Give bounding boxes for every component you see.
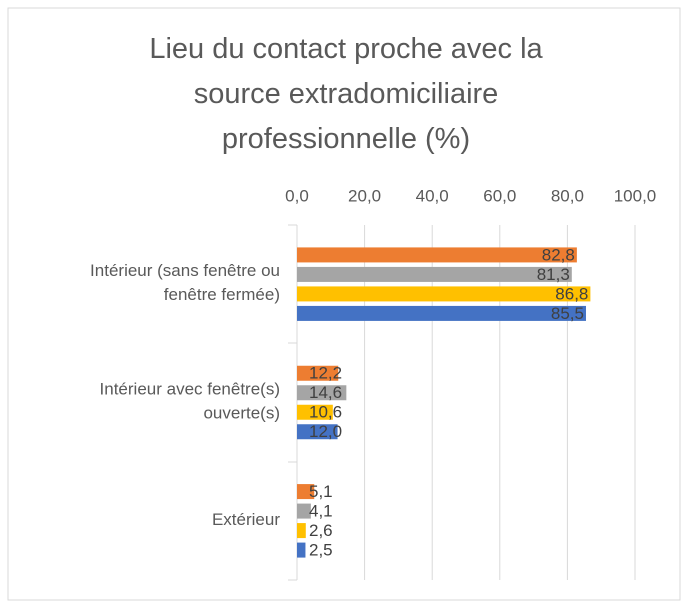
x-tick-label: 20,0 <box>348 186 381 205</box>
bar <box>297 523 306 539</box>
bar <box>297 503 311 519</box>
bar <box>297 404 333 420</box>
value-label: 5,1 <box>309 482 333 501</box>
x-tick-label: 60,0 <box>483 186 516 205</box>
x-tick-label: 80,0 <box>551 186 584 205</box>
category-label: Extérieur <box>212 510 280 529</box>
bar <box>297 286 591 302</box>
category-label: Intérieur avec fenêtre(s) ouverte(s) <box>100 380 280 423</box>
x-tick-label: 40,0 <box>416 186 449 205</box>
bar <box>297 484 315 500</box>
value-label: 12,2 <box>309 364 342 383</box>
value-label: 12,0 <box>309 422 342 441</box>
bar <box>297 365 339 381</box>
chart-title: Lieu du contact proche avec la source ext… <box>149 33 543 155</box>
value-label: 82,8 <box>542 245 575 264</box>
chart-frame <box>7 7 681 601</box>
x-tick-label: 100,0 <box>614 186 657 205</box>
bar <box>297 266 572 282</box>
bar <box>297 385 347 401</box>
bar <box>297 247 577 263</box>
category-label: Intérieur (sans fenêtre ou fenêtre fermée… <box>90 262 280 305</box>
x-tick-label: 0,0 <box>285 186 309 205</box>
bar <box>297 542 306 558</box>
value-label: 86,8 <box>555 284 588 303</box>
bar <box>297 305 586 321</box>
value-label: 2,5 <box>309 541 333 560</box>
value-label: 10,6 <box>309 403 342 422</box>
value-label: 85,5 <box>551 304 584 323</box>
bar <box>297 424 338 440</box>
value-label: 2,6 <box>309 521 333 540</box>
value-label: 4,1 <box>309 502 333 521</box>
value-label: 81,3 <box>537 265 570 284</box>
value-label: 14,6 <box>309 383 342 402</box>
